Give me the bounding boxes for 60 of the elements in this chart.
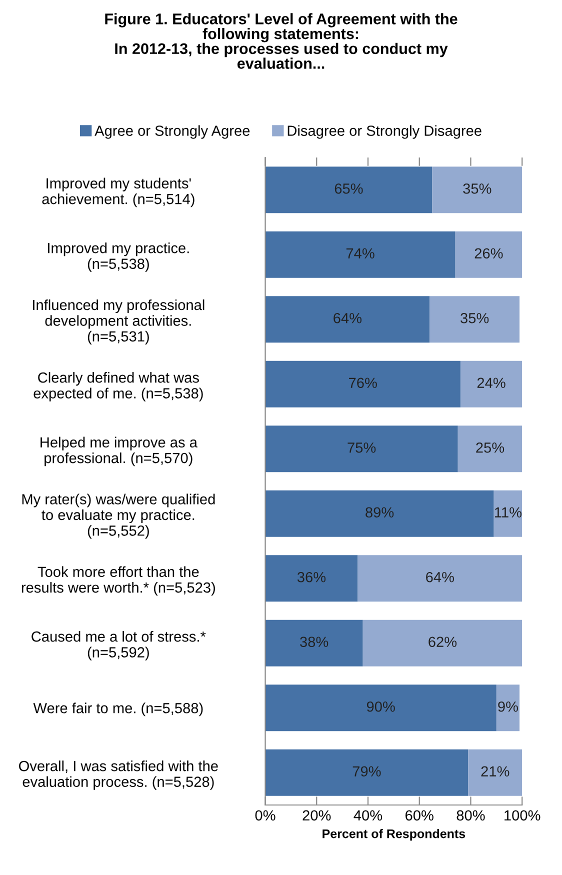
data-label: 76% <box>349 378 377 388</box>
data-label: 74% <box>346 248 374 258</box>
bar <box>265 555 358 602</box>
y-tick-label: Clearly defined what was expected of me. (n=5,538) <box>34 372 203 402</box>
y-tick-label: Overall, I was satisfied with the evaluation process. (n=5,528) <box>19 760 218 790</box>
y-tick-label: Caused me a lot of stress.* (n=5,592) <box>32 631 206 660</box>
data-label: 35% <box>460 312 489 324</box>
y-tick-label: Improved my students' achievement. (n=5,514) <box>42 178 194 208</box>
data-label: 62% <box>428 636 457 648</box>
bar <box>430 296 520 343</box>
data-label: 21% <box>481 766 510 776</box>
data-label: 38% <box>300 636 328 648</box>
bar <box>496 684 520 732</box>
bar <box>432 166 522 214</box>
data-label: 24% <box>477 378 506 388</box>
data-label: 64% <box>426 572 454 582</box>
x-axis-title: Percent of Respondents <box>322 829 466 841</box>
data-label: 26% <box>474 248 503 259</box>
data-label: 90% <box>366 701 395 712</box>
legend-label: Disagree or Strongly Disagree <box>288 125 482 139</box>
y-tick-label: Improved my practice. (n=5,538) <box>48 242 189 272</box>
bar <box>265 296 430 343</box>
bar <box>265 426 458 472</box>
bar <box>265 749 468 796</box>
bar <box>460 360 522 408</box>
x-tick-label: 80% <box>456 810 485 821</box>
y-tick-label: Influenced my professional development activities. (n=5,531) <box>33 299 204 344</box>
data-label: 79% <box>352 766 381 777</box>
x-tick-label: 0% <box>255 810 276 821</box>
bar <box>458 426 522 472</box>
chart-title: Figure 1. Educators' Level of Agreement with the following statements: In 2012-13, the processes used to conduct my evaluation... <box>105 13 458 69</box>
bar <box>265 231 456 278</box>
data-label: 9% <box>498 701 518 712</box>
bar <box>265 490 494 537</box>
bar <box>362 620 522 666</box>
data-label: 11% <box>495 507 522 518</box>
bar <box>265 166 432 214</box>
data-label: 35% <box>463 183 492 194</box>
x-tick-label: 60% <box>406 810 434 821</box>
legend-label: Agree or Strongly Agree <box>94 125 250 139</box>
data-label: 36% <box>297 572 326 582</box>
y-tick-label: Took more effort than the results were worth.* (n=5,523) <box>22 566 215 596</box>
bar <box>265 684 496 732</box>
data-label: 64% <box>334 312 362 324</box>
bar <box>265 360 460 408</box>
data-label: 75% <box>348 442 376 453</box>
y-tick-label: Helped me improve as a professional. (n=5,570) <box>40 436 198 466</box>
bar <box>494 490 522 537</box>
x-tick-label: 20% <box>302 810 331 821</box>
data-label: 89% <box>366 507 394 518</box>
y-tick-label: My rater(s) was/were qualified to evaluate my practice. (n=5,552) <box>22 494 215 539</box>
bar <box>468 749 522 796</box>
x-tick-label: 40% <box>354 810 382 821</box>
data-label: 25% <box>476 442 504 453</box>
bar <box>358 555 522 602</box>
bar <box>455 231 522 278</box>
x-tick-label: 100% <box>504 810 540 821</box>
y-tick-label: Were fair to me. (n=5,588) <box>33 702 203 716</box>
bar <box>265 620 363 666</box>
data-label: 65% <box>334 183 363 194</box>
